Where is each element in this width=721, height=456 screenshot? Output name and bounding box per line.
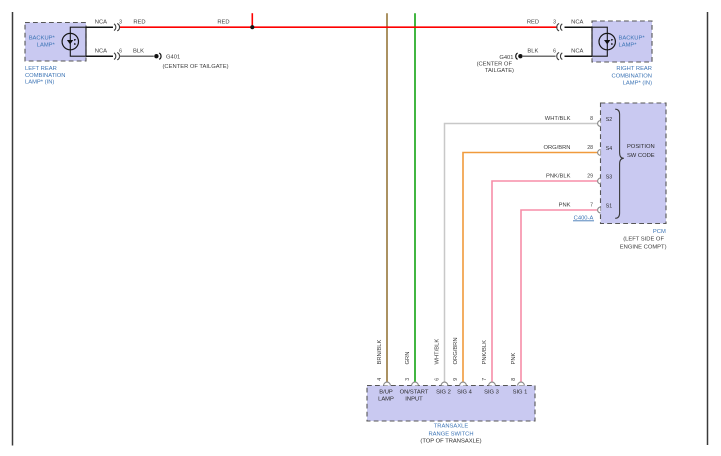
svg-text:PCM: PCM [653, 229, 666, 235]
svg-text:ORG/BRN: ORG/BRN [543, 145, 570, 151]
svg-text:SW CODE: SW CODE [627, 153, 655, 159]
svg-text:NCA: NCA [95, 48, 107, 54]
svg-text:6: 6 [553, 49, 556, 55]
svg-text:WHT/BLK: WHT/BLK [545, 116, 571, 122]
svg-text:BLK: BLK [527, 48, 538, 54]
svg-text:RED: RED [527, 19, 539, 25]
svg-text:NCA: NCA [571, 19, 583, 25]
svg-text:(CENTER OF TAILGATE): (CENTER OF TAILGATE) [163, 64, 229, 70]
svg-text:RED: RED [217, 19, 229, 25]
svg-text:29: 29 [587, 174, 593, 180]
svg-text:PNK/BLK: PNK/BLK [546, 174, 571, 180]
svg-text:SIG 4: SIG 4 [457, 390, 473, 396]
svg-text:(TOP OF TRANSAXLE): (TOP OF TRANSAXLE) [420, 438, 481, 444]
svg-text:4: 4 [377, 378, 383, 381]
svg-text:GRN: GRN [405, 352, 411, 365]
svg-text:G401: G401 [499, 55, 513, 61]
svg-text:LEFT REAR: LEFT REAR [25, 66, 57, 72]
svg-text:S1: S1 [606, 203, 612, 209]
svg-text:LAMP: LAMP [378, 396, 394, 402]
svg-text:ON/START: ON/START [400, 390, 429, 396]
svg-text:3: 3 [119, 20, 122, 26]
svg-text:S3: S3 [606, 174, 612, 180]
svg-text:7: 7 [590, 203, 593, 209]
svg-text:S2: S2 [606, 117, 612, 123]
svg-text:8: 8 [511, 378, 517, 381]
svg-text:NCA: NCA [95, 19, 107, 25]
svg-text:NCA: NCA [571, 48, 583, 54]
svg-text:RANGE SWITCH: RANGE SWITCH [428, 431, 473, 437]
svg-text:ENGINE COMPT): ENGINE COMPT) [620, 244, 667, 250]
svg-text:ORG/BRN: ORG/BRN [453, 337, 459, 364]
svg-text:S4: S4 [606, 146, 612, 152]
svg-text:PNK: PNK [559, 203, 571, 209]
svg-text:BRN/BLK: BRN/BLK [377, 340, 383, 365]
svg-text:(CENTER OF: (CENTER OF [477, 62, 513, 68]
svg-text:9: 9 [453, 378, 459, 381]
svg-text:LAMP*: LAMP* [619, 42, 638, 48]
svg-text:SIG 2: SIG 2 [436, 390, 451, 396]
svg-text:B/UP: B/UP [379, 390, 393, 396]
svg-text:LAMP*: LAMP* [37, 42, 56, 48]
svg-text:PNK: PNK [511, 352, 517, 364]
svg-text:G401: G401 [166, 54, 180, 60]
svg-text:(LEFT SIDE OF: (LEFT SIDE OF [623, 236, 664, 242]
svg-text:RIGHT REAR: RIGHT REAR [616, 66, 652, 72]
svg-text:LAMP* (IN): LAMP* (IN) [623, 80, 652, 86]
svg-text:BACKUP*: BACKUP* [619, 36, 646, 42]
svg-text:6: 6 [435, 378, 441, 381]
svg-text:SIG 1: SIG 1 [513, 390, 528, 396]
svg-text:COMBINATION: COMBINATION [25, 73, 65, 79]
svg-text:COMBINATION: COMBINATION [612, 73, 652, 79]
svg-text:7: 7 [482, 378, 488, 381]
svg-text:8: 8 [590, 116, 593, 122]
svg-text:3: 3 [405, 378, 411, 381]
svg-text:LAMP* (IN): LAMP* (IN) [25, 80, 54, 86]
svg-text:INPUT: INPUT [405, 396, 423, 402]
svg-text:BLK: BLK [133, 48, 144, 54]
svg-text:TRANSAXLE: TRANSAXLE [434, 424, 469, 430]
svg-text:6: 6 [119, 49, 122, 55]
svg-text:C400-A: C400-A [574, 215, 594, 221]
svg-text:28: 28 [587, 145, 593, 151]
svg-text:POSITION: POSITION [627, 144, 655, 150]
svg-text:WHT/BLK: WHT/BLK [435, 339, 441, 365]
svg-text:PNK/BLK: PNK/BLK [482, 340, 488, 365]
svg-text:SIG 3: SIG 3 [484, 390, 499, 396]
svg-text:BACKUP*: BACKUP* [29, 36, 56, 42]
svg-text:3: 3 [553, 20, 556, 26]
svg-text:RED: RED [133, 19, 145, 25]
svg-text:TAILGATE): TAILGATE) [485, 68, 514, 74]
